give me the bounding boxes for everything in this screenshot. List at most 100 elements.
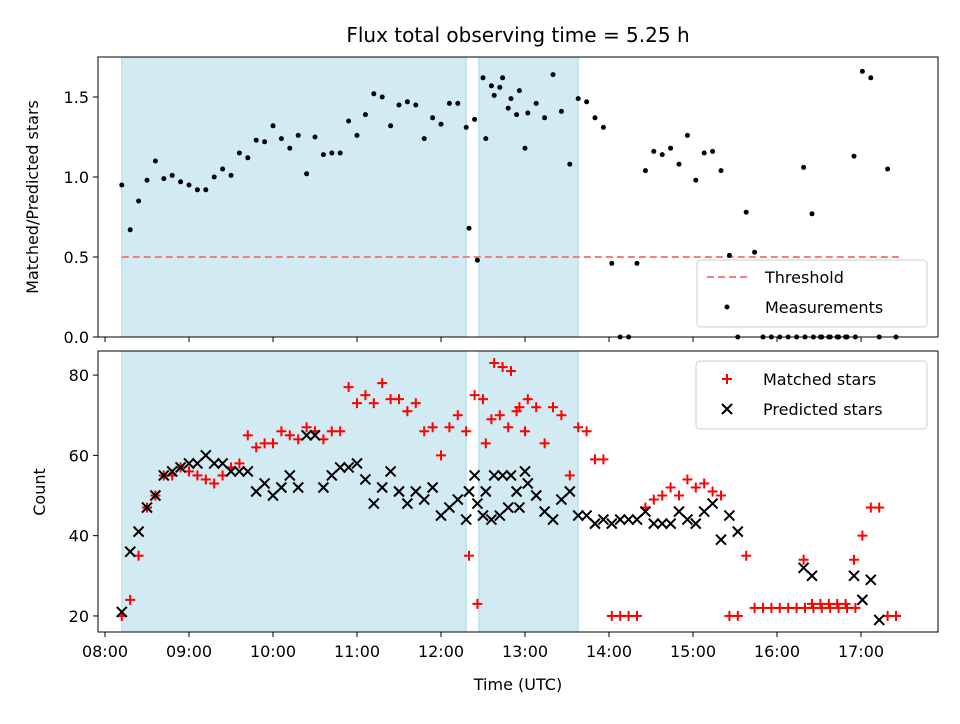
predicted-star-point: [309, 429, 321, 442]
matched-star-point: [461, 426, 472, 437]
matched-star-point: [665, 482, 676, 493]
predicted-star-point: [368, 497, 380, 510]
measurement-point: [472, 116, 478, 122]
predicted-star-point: [502, 501, 514, 514]
matched-star-point: [301, 422, 312, 433]
predicted-star-point: [124, 546, 136, 558]
matched-star-point: [732, 610, 743, 621]
predicted-star-point: [149, 489, 162, 502]
bottom-y-ticks: 20 40 60 80: [69, 366, 98, 626]
measurement-point: [752, 249, 758, 255]
matched-star-point: [494, 410, 505, 421]
measurement-point: [868, 75, 874, 81]
measurement-point: [668, 145, 674, 151]
predicted-star-point: [690, 517, 702, 530]
matched-star-point: [242, 430, 253, 441]
matched-star-point: [850, 602, 861, 613]
measurement-point: [337, 150, 343, 156]
predicted-star-point: [873, 614, 885, 626]
measurement-point: [651, 148, 657, 154]
matched-star-point: [497, 362, 508, 373]
x-tick-label: 10:00: [250, 642, 296, 661]
matched-star-point: [268, 438, 278, 449]
top-measurements-series: [119, 68, 899, 340]
matched-star-point: [284, 430, 295, 441]
x-tick-label: 17:00: [838, 642, 884, 661]
y-tick-label: 40: [69, 527, 89, 546]
legend-matched-marker: [722, 374, 732, 384]
matched-star-point: [615, 610, 626, 621]
measurement-point: [455, 100, 461, 106]
measurement-point: [136, 198, 142, 204]
observing-window-band: [478, 350, 579, 633]
bottom-y-axis-label: Count: [30, 468, 49, 516]
predicted-star-point: [656, 517, 668, 530]
measurement-point: [354, 132, 360, 138]
predicted-star-point: [418, 493, 430, 506]
measurement-point: [859, 68, 865, 74]
measurement-point: [178, 179, 184, 185]
measurement-point: [600, 124, 606, 130]
predicted-star-point: [116, 606, 128, 618]
measurement-point: [542, 115, 548, 121]
measurement-point: [430, 115, 436, 121]
matched-star-point: [506, 366, 516, 377]
measurement-point: [642, 168, 648, 174]
measurement-point: [508, 96, 514, 102]
legend-measurements-swatch: [724, 304, 730, 310]
matched-star-point: [774, 602, 785, 613]
matched-star-point: [343, 382, 354, 393]
matched-star-point: [849, 554, 859, 565]
top-axes-frame: [97, 56, 939, 338]
predicted-star-point: [706, 497, 719, 510]
measurement-point: [575, 96, 581, 102]
measurement-point: [152, 158, 158, 164]
bottom-x-ticks: 08:00 09:00 10:00 11:00 12:00 13:00 14:00 15:00…: [82, 632, 884, 661]
matched-star-point: [385, 394, 396, 405]
matched-star-point: [472, 598, 483, 609]
matched-star-point: [648, 494, 659, 505]
bottom-observing-windows: [121, 350, 579, 633]
matched-star-point: [682, 474, 693, 485]
measurement-point: [346, 118, 352, 124]
measurement-point: [396, 102, 402, 108]
matched-star-point: [707, 486, 718, 497]
observing-window-band: [121, 56, 467, 338]
matched-star-point: [766, 602, 777, 613]
predicted-star-point: [505, 469, 517, 482]
predicted-star-point: [564, 485, 576, 498]
matched-star-point: [815, 598, 826, 609]
measurement-point: [329, 150, 335, 156]
matched-star-point: [857, 530, 868, 541]
measurement-point: [558, 108, 564, 114]
x-axis-label: Time (UTC): [473, 675, 562, 694]
predicted-star-point: [376, 481, 388, 494]
matched-star-point: [326, 426, 337, 437]
measurement-point: [801, 164, 807, 170]
x-tick-label: 08:00: [82, 642, 128, 661]
measurement-point: [245, 155, 251, 161]
measurement-point: [718, 168, 724, 174]
measurement-point: [592, 115, 598, 121]
matched-star-point: [514, 402, 525, 413]
predicted-star-point: [463, 485, 475, 498]
matched-star-point: [699, 478, 710, 489]
matched-star-point: [749, 602, 760, 613]
measurement-point: [144, 177, 150, 183]
matched-star-point: [606, 610, 617, 621]
measurement-point: [463, 124, 469, 130]
predicted-star-point: [384, 465, 397, 478]
x-tick-label: 13:00: [502, 642, 548, 661]
matched-star-point: [419, 426, 430, 437]
matched-star-point: [531, 402, 542, 413]
predicted-star-point: [522, 477, 534, 490]
predicted-star-point: [848, 570, 860, 582]
matched-star-point: [360, 390, 371, 401]
predicted-star-point: [426, 481, 439, 494]
measurement-point: [320, 152, 326, 158]
matched-star-point: [503, 422, 514, 433]
y-tick-label: 80: [69, 366, 89, 385]
y-tick-label: 60: [69, 446, 89, 465]
predicted-star-point: [589, 517, 601, 530]
matched-star-point: [480, 438, 491, 449]
